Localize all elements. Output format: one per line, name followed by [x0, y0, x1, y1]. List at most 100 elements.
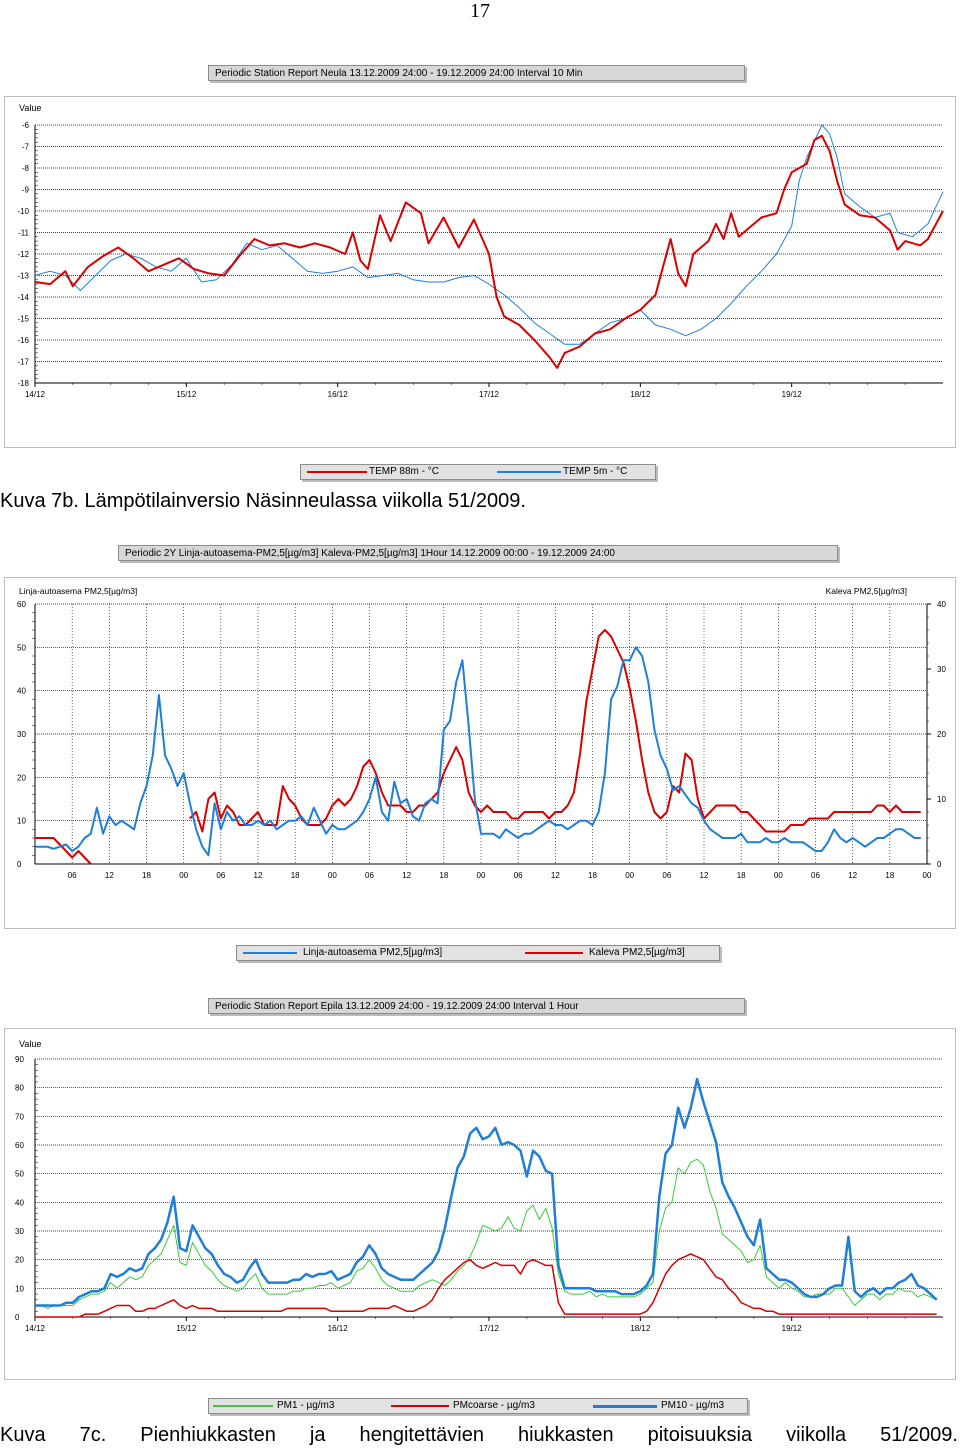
y-tick-label: -18	[17, 379, 29, 388]
legend-swatch-linja	[243, 952, 297, 954]
caption-7c-word: Kuva	[0, 1424, 46, 1446]
chart-epila-title: Periodic Station Report Epila 13.12.2009…	[208, 998, 745, 1014]
x-tick-label: 17/12	[479, 390, 500, 399]
series-line	[34, 124, 944, 345]
caption-7c-word: ja	[309, 1424, 326, 1446]
legend-label-kaleva: Kaleva PM2,5[µg/m3]	[589, 947, 685, 958]
caption-7c-word: 51/2009.	[880, 1424, 958, 1446]
y-axis-label: Value	[19, 103, 41, 113]
y-tick-label: 20	[15, 1256, 24, 1265]
series-line	[35, 1077, 938, 1307]
y-tick-label: -12	[17, 250, 29, 259]
chart-pm25-panel: Linja-autoasema PM2,5[µg/m3] Kaleva PM2,5…	[4, 577, 956, 929]
y-tick-label: -9	[22, 186, 30, 195]
legend-item-pm1: PM1 - µg/m3	[209, 1399, 389, 1413]
y-tick-label-right: 20	[937, 730, 946, 739]
caption-figure-7b: Kuva 7b. Lämpötilainversio Näsinneulassa…	[0, 490, 526, 512]
x-tick-label: 06	[365, 871, 374, 880]
legend-label-linja: Linja-autoasema PM2,5[µg/m3]	[303, 947, 443, 958]
y-axis-label: Value	[19, 1039, 41, 1049]
x-tick-label: 18	[588, 871, 597, 880]
x-tick-label: 00	[625, 871, 634, 880]
y-tick-label-left: 20	[17, 773, 26, 782]
x-tick-label: 18/12	[630, 1324, 651, 1333]
y-tick-label: -17	[17, 358, 29, 367]
legend-item-kaleva: Kaleva PM2,5[µg/m3]	[525, 946, 721, 960]
x-tick-label: 00	[774, 871, 783, 880]
y-tick-label: -14	[17, 293, 29, 302]
x-tick-label: 18	[737, 871, 746, 880]
legend-item-linja: Linja-autoasema PM2,5[µg/m3]	[237, 946, 477, 960]
x-tick-label: 14/12	[25, 1324, 46, 1333]
series-line	[35, 1158, 937, 1309]
page-number: 17	[470, 0, 490, 22]
chart-neula-svg: Value -6 -7 -8 -9 -10 -11 -12 -13 -14 -15 -16 -17 -18…	[17, 103, 944, 399]
y-tick-label: -7	[22, 143, 30, 152]
legend-label-pm10: PM10 - µg/m3	[661, 1400, 725, 1411]
chart-pm25-legend: Linja-autoasema PM2,5[µg/m3] Kaleva PM2,…	[236, 945, 720, 961]
y-tick-label: 90	[15, 1055, 24, 1064]
x-tick-label: 12	[105, 871, 114, 880]
series-line	[34, 134, 944, 369]
y-tick-label-left: 40	[17, 687, 26, 696]
y-tick-label-left: 60	[17, 600, 26, 609]
x-tick-label: 18	[885, 871, 894, 880]
y-tick-label: 40	[15, 1198, 24, 1207]
y-tick-label: -16	[17, 336, 29, 345]
legend-label-temp-88m: TEMP 88m - °C	[369, 466, 439, 477]
y-tick-label: 0	[15, 1313, 20, 1322]
y-tick-label: 10	[15, 1284, 24, 1293]
x-tick-label: 06	[662, 871, 671, 880]
x-tick-label: 18	[142, 871, 151, 880]
caption-7c-word: hengitettävien	[359, 1424, 484, 1446]
y-tick-label: 50	[15, 1170, 24, 1179]
chart-neula-panel: Value -6 -7 -8 -9 -10 -11 -12 -13 -14 -15 -16 -17 -18…	[4, 96, 956, 448]
x-tick-label: 18/12	[630, 390, 651, 399]
y-axis-label-right: Kaleva PM2,5[µg/m3]	[826, 586, 907, 596]
x-tick-label: 00	[923, 871, 932, 880]
chart-epila-legend: PM1 - µg/m3 PMcoarse - µg/m3 PM10 - µg/m…	[208, 1398, 748, 1414]
chart-neula-legend: TEMP 88m - °C TEMP 5m - °C	[300, 464, 656, 480]
y-tick-label: -10	[17, 207, 29, 216]
legend-swatch-temp-5m	[497, 471, 561, 473]
x-tick-label: 12	[254, 871, 263, 880]
x-tick-label: 15/12	[176, 390, 197, 399]
x-tick-label: 18	[291, 871, 300, 880]
caption-7c-word: Pienhiukkasten	[140, 1424, 276, 1446]
x-tick-label: 06	[514, 871, 523, 880]
y-tick-label-left: 50	[17, 643, 26, 652]
y-tick-label: -11	[18, 229, 30, 238]
legend-label-pm1: PM1 - µg/m3	[277, 1400, 335, 1411]
chart-epila-svg: Value 90 80 70 60 50 40 30 20 10 0 14/12 15/12 16/12 1…	[15, 1039, 943, 1333]
legend-item-pmcoarse: PMcoarse - µg/m3	[391, 1399, 581, 1413]
x-tick-label: 14/12	[25, 390, 46, 399]
caption-figure-7c: Kuva 7c. Pienhiukkasten ja hengitettävien hiu…	[0, 1424, 958, 1447]
y-tick-label: 70	[15, 1112, 24, 1121]
y-tick-label-right: 0	[937, 860, 942, 869]
x-tick-label: 06	[68, 871, 77, 880]
y-tick-label: 80	[15, 1084, 24, 1093]
x-tick-label: 19/12	[782, 1324, 803, 1333]
series-line	[189, 629, 921, 833]
y-tick-label: -15	[17, 315, 29, 324]
x-tick-label: 16/12	[328, 1324, 349, 1333]
caption-7c-word: hiukkasten	[517, 1424, 614, 1446]
x-tick-label: 18	[439, 871, 448, 880]
y-tick-label: -13	[17, 272, 29, 281]
caption-7c-word: viikolla	[786, 1424, 847, 1446]
legend-swatch-temp-88m	[307, 471, 367, 473]
y-tick-label-left: 0	[17, 860, 22, 869]
x-tick-label: 00	[328, 871, 337, 880]
y-tick-label: 60	[15, 1141, 24, 1150]
x-tick-label: 16/12	[328, 390, 349, 399]
x-tick-label: 12	[700, 871, 709, 880]
x-tick-label: 19/12	[782, 390, 803, 399]
chart-pm25-title: Periodic 2Y Linja-autoasema-PM2,5[µg/m3]…	[118, 545, 838, 561]
caption-7c-word: pitoisuuksia	[647, 1424, 753, 1446]
x-tick-label: 12	[848, 871, 857, 880]
y-tick-label-left: 30	[17, 730, 26, 739]
series-line	[35, 1253, 937, 1318]
y-tick-label-right: 30	[937, 665, 946, 674]
chart-epila-panel: Value 90 80 70 60 50 40 30 20 10 0 14/12 15/12 16/12 1…	[4, 1028, 956, 1380]
caption-7c-word: 7c.	[79, 1424, 107, 1446]
